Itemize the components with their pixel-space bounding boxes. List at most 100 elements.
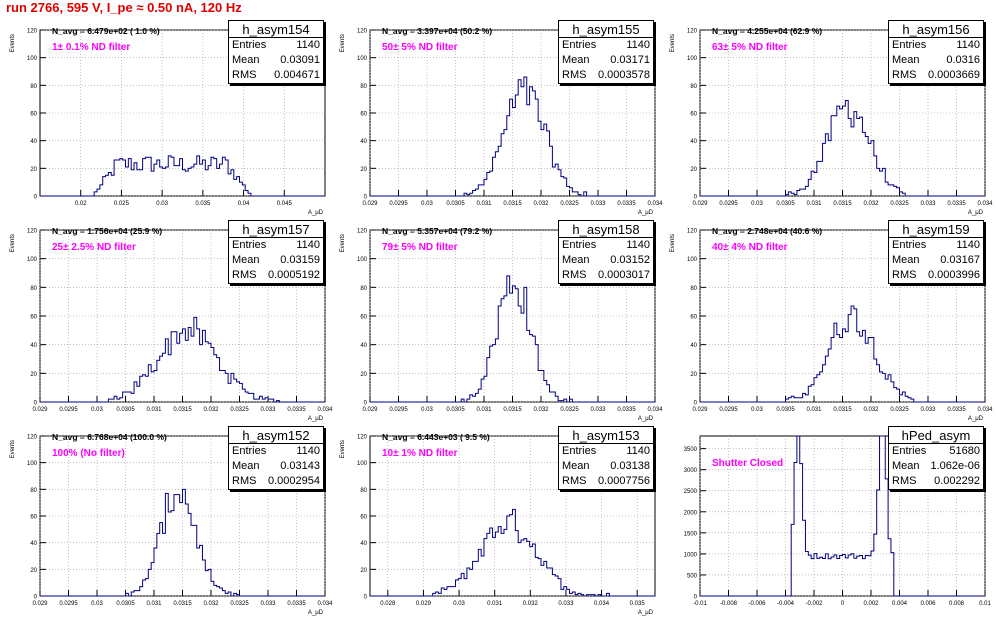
stat-label: Entries	[892, 239, 927, 251]
stat-row-mean: Mean 1.062e-06	[889, 459, 983, 474]
stat-row-mean: Mean 0.03138	[559, 459, 653, 474]
x-axis-label: A_μD	[308, 610, 324, 616]
y-tick-label: 60	[690, 315, 697, 321]
x-tick-label: 0.025	[114, 201, 130, 207]
x-axis-label: A_μD	[968, 416, 984, 422]
y-tick-label: 80	[360, 286, 367, 292]
stat-value: 1140	[296, 239, 320, 251]
x-axis-label: A_μD	[968, 210, 984, 216]
y-tick-label: 80	[360, 488, 367, 494]
filter-annotation: 50± 5% ND filter	[382, 42, 458, 53]
filter-annotation: Shutter Closed	[712, 458, 784, 469]
stats-box: h_asym152 Entries 1140 Mean 0.03143 RMS 0.0002…	[228, 426, 324, 490]
x-tick-label: 0.032	[863, 407, 879, 413]
x-tick-label: 0.03	[751, 407, 763, 413]
histogram-name: hPed_asym	[889, 427, 983, 444]
y-tick-label: 0	[694, 595, 698, 601]
x-tick-label: 0.03	[751, 201, 763, 207]
stat-label: Entries	[562, 239, 597, 251]
x-tick-label: 0.0335	[947, 407, 966, 413]
stat-value: 0.0003578	[598, 69, 650, 81]
histogram-svg-h_asym156: 0 20 40 60 80 100 120 0.029 0.0295 0.03 0.0305 0.03…	[670, 29, 993, 217]
x-tick-label: 0.031	[476, 201, 492, 207]
stat-label: Mean	[562, 254, 590, 266]
y-tick-label: 0	[694, 195, 698, 201]
stat-row-entries: Entries 1140	[229, 444, 323, 459]
histogram-series-h_asym152	[40, 488, 325, 597]
x-tick-label: -0.008	[720, 601, 738, 607]
stat-label: Mean	[562, 54, 590, 66]
stat-row-rms: RMS 0.0003578	[559, 68, 653, 83]
y-tick-label: 40	[690, 139, 697, 145]
y-tick-label: 120	[27, 435, 38, 441]
x-tick-label: 0.035	[630, 601, 646, 607]
x-tick-label: 0.032	[533, 201, 549, 207]
y-tick-label: 0	[364, 195, 368, 201]
y-tick-label: 120	[357, 29, 368, 35]
y-tick-label: 0	[694, 401, 698, 407]
x-tick-label: 0.031	[487, 601, 503, 607]
x-tick-label: 0.0295	[59, 407, 78, 413]
stats-box: h_asym158 Entries 1140 Mean 0.03152 RMS 0.0003…	[558, 220, 654, 284]
y-axis-label: Events	[340, 440, 346, 458]
stats-box: h_asym157 Entries 1140 Mean 0.03159 RMS 0.0005…	[228, 220, 324, 284]
x-tick-label: 0.03	[156, 201, 168, 207]
x-tick-label: 0.0295	[719, 407, 738, 413]
stat-label: RMS	[232, 269, 257, 281]
stat-label: Mean	[232, 254, 260, 266]
x-tick-label: 0.01	[979, 601, 991, 607]
y-tick-label: 100	[27, 56, 38, 62]
y-tick-label: 60	[30, 315, 37, 321]
x-tick-label: 0.032	[863, 201, 879, 207]
y-tick-label: 60	[30, 515, 37, 521]
x-tick-label: 0.0325	[560, 407, 579, 413]
stat-value: 1140	[296, 445, 320, 457]
stat-value: 0.03171	[610, 54, 650, 66]
n-avg-label: N_avg = 3.397e+04 (50.2 %)	[382, 26, 493, 36]
stat-row-entries: Entries 1140	[559, 444, 653, 459]
stat-label: Entries	[232, 445, 267, 457]
x-tick-label: 0.029	[32, 601, 48, 607]
y-tick-label: 500	[687, 573, 698, 579]
x-tick-label: 0.006	[920, 601, 936, 607]
y-tick-label: 120	[357, 229, 368, 235]
x-tick-label: 0.0325	[890, 201, 909, 207]
stat-label: Mean	[892, 254, 920, 266]
x-tick-label: 0.031	[806, 407, 822, 413]
stats-box: hPed_asym Entries 51680 Mean 1.062e-06 RMS 0.0…	[888, 426, 984, 490]
histogram-name: h_asym156	[889, 21, 983, 38]
y-tick-label: 0	[34, 401, 38, 407]
stat-label: Mean	[892, 460, 920, 472]
panel-h_asym155: 0 20 40 60 80 100 120 0.029 0.0295 0.03 0.0305 0.03…	[330, 20, 663, 222]
y-tick-label: 100	[687, 56, 698, 62]
n-avg-label: N_avg = 5.357e+04 (79.2 %)	[382, 226, 493, 236]
y-tick-label: 20	[360, 568, 367, 574]
x-tick-label: 0.0295	[59, 601, 78, 607]
x-tick-label: -0.002	[805, 601, 823, 607]
stat-row-rms: RMS 0.002292	[889, 474, 983, 489]
stat-row-rms: RMS 0.0007756	[559, 474, 653, 489]
x-tick-label: 0.031	[146, 407, 162, 413]
x-tick-label: 0.033	[590, 201, 606, 207]
stat-label: Entries	[892, 39, 927, 51]
x-tick-label: 0.029	[32, 407, 48, 413]
y-tick-label: 80	[690, 84, 697, 90]
stat-value: 1140	[626, 445, 650, 457]
y-tick-label: 80	[30, 84, 37, 90]
y-tick-label: 120	[357, 435, 368, 441]
x-tick-label: 0.0305	[446, 407, 465, 413]
panel-h_asym158: 0 20 40 60 80 100 120 0.029 0.0295 0.03 0.0305 0.03…	[330, 220, 663, 428]
x-tick-label: 0.032	[533, 407, 549, 413]
stat-label: Mean	[232, 460, 260, 472]
x-tick-label: 0.0295	[389, 201, 408, 207]
x-tick-label: 0.029	[692, 407, 708, 413]
y-tick-label: 60	[690, 112, 697, 118]
stat-label: Entries	[892, 445, 927, 457]
panel-h_asym153: 0 20 40 60 80 100 120 0.028 0.029 0.03 0.031 0.032 0…	[330, 426, 660, 622]
y-tick-label: 120	[687, 29, 698, 35]
stat-label: Mean	[232, 54, 260, 66]
stat-label: Entries	[562, 445, 597, 457]
x-tick-label: 0.004	[892, 601, 908, 607]
x-tick-label: 0.031	[476, 407, 492, 413]
histogram-series-h_asym158	[370, 275, 655, 403]
